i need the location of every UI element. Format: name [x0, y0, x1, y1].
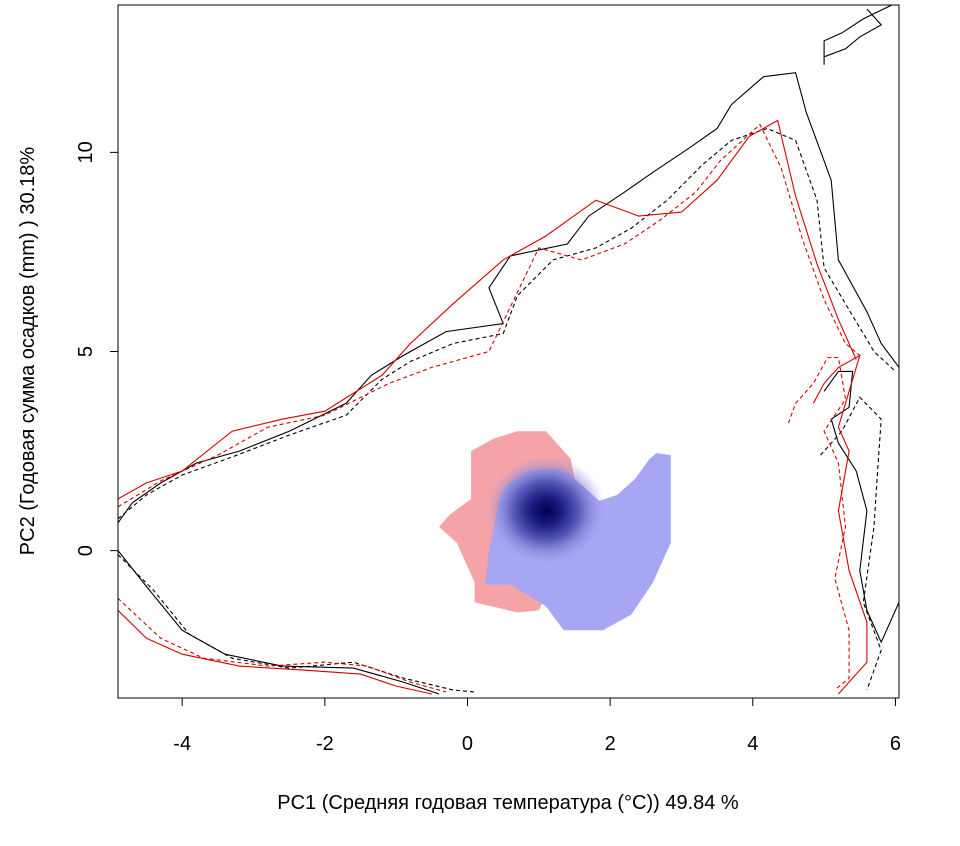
x-tick-label: 0 — [462, 733, 473, 755]
density-peak — [485, 455, 606, 566]
contour-line-8 — [823, 370, 900, 644]
y-tick-label: 10 — [75, 141, 97, 163]
x-tick-label: 2 — [605, 733, 616, 755]
y-tick-label: 5 — [75, 346, 97, 357]
contour-line-13 — [823, 4, 893, 65]
contour-line-11 — [787, 356, 850, 691]
x-axis: -4 -2 0 2 4 6 — [173, 697, 901, 755]
x-tick-label: 6 — [890, 733, 901, 755]
contour-line-5 — [117, 554, 475, 693]
y-axis-label: PC2 (Годовая сумма осадков (mm) ) 30.18% — [17, 147, 39, 556]
contour-line-7 — [117, 597, 447, 693]
contour-line-6 — [117, 610, 432, 695]
contour-line-0 — [117, 72, 900, 524]
density-regions — [439, 431, 671, 631]
contour-line-12 — [823, 8, 883, 58]
contour-lines — [117, 4, 900, 695]
x-axis-label: PC1 (Средняя годовая температура (°C)) 4… — [277, 792, 739, 814]
contour-line-1 — [117, 127, 896, 520]
x-tick-label: -2 — [316, 733, 334, 755]
contour-line-2 — [117, 119, 857, 500]
x-tick-label: 4 — [747, 733, 758, 755]
y-axis: 0 5 10 — [75, 141, 119, 556]
contour-line-10 — [812, 354, 868, 695]
x-tick-label: -4 — [173, 733, 191, 755]
contour-line-4 — [117, 550, 440, 695]
y-tick-label: 0 — [75, 545, 97, 556]
contour-line-9 — [820, 396, 882, 691]
